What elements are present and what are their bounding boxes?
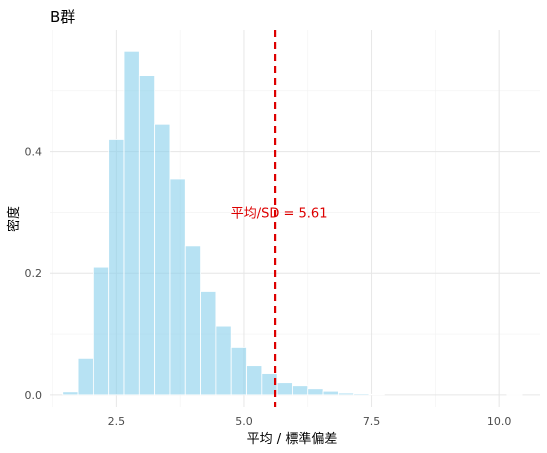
y-axis-ticks: 0.0 0.2 0.4 — [25, 146, 43, 402]
histogram-bar — [337, 392, 355, 396]
x-axis-title: 平均 / 標準偏差 — [247, 431, 338, 447]
x-tick-label: 5.0 — [235, 415, 253, 428]
histogram-bar — [215, 325, 232, 396]
y-tick-label: 0.2 — [25, 267, 43, 280]
x-axis-ticks: 2.5 5.0 7.5 10.0 — [108, 415, 512, 428]
histogram-bar — [138, 75, 156, 396]
histogram-bar — [506, 394, 523, 396]
histogram-bar — [353, 393, 370, 396]
y-tick-label: 0.0 — [25, 389, 43, 402]
histogram-bar — [307, 388, 324, 396]
histogram-bar — [276, 382, 293, 396]
histogram-bar — [62, 391, 79, 396]
y-tick-label: 0.4 — [25, 146, 43, 159]
chart-title: B群 — [50, 8, 75, 26]
histogram-bar — [322, 390, 339, 396]
reference-line-label: 平均/SD = 5.61 — [231, 206, 328, 221]
histogram-bars — [62, 50, 523, 396]
x-tick-label: 2.5 — [108, 415, 126, 428]
histogram-bar — [77, 357, 94, 396]
histogram-bar — [230, 347, 247, 396]
histogram-bar — [154, 123, 171, 396]
histogram-bar — [200, 291, 217, 396]
histogram-bar — [184, 245, 201, 396]
histogram-bar — [368, 393, 385, 396]
y-axis-title: 密度 — [6, 206, 22, 232]
histogram-bar — [92, 266, 110, 396]
histogram-bar — [169, 178, 186, 396]
x-tick-label: 10.0 — [487, 415, 512, 428]
histogram-bar — [108, 139, 125, 396]
histogram-bar — [292, 385, 309, 396]
histogram-bar — [123, 50, 140, 396]
x-tick-label: 7.5 — [363, 415, 381, 428]
histogram-bar — [246, 365, 263, 396]
